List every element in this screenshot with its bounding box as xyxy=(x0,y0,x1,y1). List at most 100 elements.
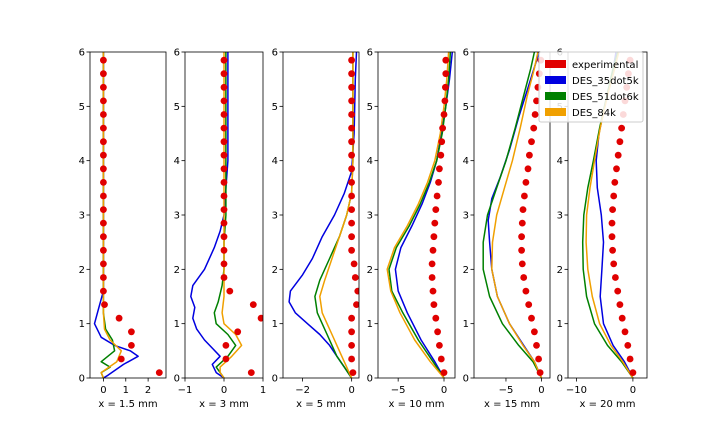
experimental-point-panel-2-9 xyxy=(220,260,228,268)
x-tick-label-panel-1: 2 xyxy=(145,385,151,396)
series-line-des-84k-panel-5 xyxy=(491,52,543,378)
y-tick-label-panel-3: 6 xyxy=(272,48,278,59)
experimental-point-panel-1-19 xyxy=(100,124,107,132)
experimental-point-panel-1-20 xyxy=(100,111,107,118)
experimental-point-panel-3-22 xyxy=(348,83,355,91)
experimental-point-panel-6-16 xyxy=(613,165,620,173)
y-tick-label-panel-5: 1 xyxy=(463,319,469,330)
experimental-point-panel-1-7 xyxy=(100,287,107,295)
experimental-point-panel-5-9 xyxy=(518,260,526,268)
experimental-point-panel-1-8 xyxy=(100,274,107,281)
experimental-point-panel-5-14 xyxy=(521,192,528,200)
experimental-point-panel-3-8 xyxy=(351,274,359,281)
experimental-point-panel-2-1 xyxy=(247,369,255,376)
experimental-point-panel-6-7 xyxy=(614,287,622,295)
experimental-point-panel-4-20 xyxy=(440,111,448,118)
experimental-point-panel-2-19 xyxy=(220,124,228,132)
panel-plot-area-2 xyxy=(190,52,263,378)
experimental-point-panel-1-21 xyxy=(100,97,107,105)
series-line-des-51dot6k-panel-5 xyxy=(482,52,543,378)
x-tick-label-panel-2: 0 xyxy=(221,385,227,396)
experimental-point-panel-5-20 xyxy=(531,111,539,118)
legend-label-des-51dot6k: DES_51dot6k xyxy=(572,92,639,103)
experimental-point-panel-4-6 xyxy=(430,301,438,308)
experimental-point-panel-3-6 xyxy=(353,301,359,308)
y-tick-label-panel-5: 5 xyxy=(463,102,469,113)
x-axis-label-panel-6: x = 20 mm xyxy=(579,399,635,410)
experimental-point-panel-5-5 xyxy=(528,314,535,322)
experimental-point-panel-3-19 xyxy=(348,124,355,132)
x-tick-label-panel-4: −5 xyxy=(391,385,406,396)
x-axis-label-panel-2: x = 3 mm xyxy=(199,399,249,410)
y-tick-label-panel-6: 1 xyxy=(557,319,563,330)
experimental-point-panel-6-12 xyxy=(608,219,616,227)
y-tick-label-panel-6: 0 xyxy=(557,374,563,385)
y-tick-label-panel-2: 3 xyxy=(174,211,180,222)
x-tick-label-panel-6: −10 xyxy=(566,385,587,396)
experimental-point-panel-6-6 xyxy=(616,301,624,308)
series-line-des-84k-panel-3 xyxy=(319,52,354,378)
experimental-point-panel-2-24 xyxy=(220,56,228,64)
experimental-point-panel-3-4 xyxy=(348,328,355,336)
experimental-point-panel-2-8 xyxy=(220,274,228,281)
experimental-point-panel-6-17 xyxy=(614,151,622,159)
experimental-point-panel-4-21 xyxy=(441,97,449,105)
panel-4: 0 1 2 3 4 5 6 −5 0 x = 10 mm xyxy=(367,48,456,410)
experimental-point-panel-3-20 xyxy=(348,111,355,118)
y-tick-label-panel-6: 3 xyxy=(557,211,563,222)
experimental-point-panel-2-22 xyxy=(220,83,228,91)
x-tick-label-panel-2: 1 xyxy=(260,385,266,396)
experimental-point-panel-1-3 xyxy=(127,342,135,349)
experimental-point-panel-5-17 xyxy=(526,151,533,159)
experimental-point-panel-6-8 xyxy=(612,274,619,281)
legend-swatch-des-35dot5k xyxy=(545,76,566,84)
y-tick-label-panel-6: 2 xyxy=(557,265,563,276)
experimental-point-panel-4-11 xyxy=(430,233,438,241)
experimental-point-panel-3-5 xyxy=(348,314,355,322)
experimental-point-panel-1-2 xyxy=(117,355,125,363)
experimental-point-panel-1-23 xyxy=(100,70,107,78)
experimental-point-panel-2-21 xyxy=(220,97,228,105)
experimental-point-panel-2-3 xyxy=(222,342,230,349)
legend-label-des-35dot5k: DES_35dot5k xyxy=(572,76,639,87)
experimental-point-panel-3-21 xyxy=(348,97,355,105)
y-tick-label-panel-3: 5 xyxy=(272,102,278,113)
y-tick-label-panel-2: 4 xyxy=(174,156,180,167)
experimental-point-panel-1-17 xyxy=(100,151,107,159)
experimental-point-panel-3-1 xyxy=(349,369,357,376)
experimental-point-panel-5-15 xyxy=(522,179,530,186)
x-tick-label-panel-3: −2 xyxy=(295,385,310,396)
legend-swatch-experimental xyxy=(545,60,566,68)
experimental-point-panel-2-20 xyxy=(220,111,228,118)
y-tick-label-panel-2: 2 xyxy=(174,265,180,276)
experimental-point-panel-2-14 xyxy=(220,192,228,200)
experimental-point-panel-5-16 xyxy=(524,165,532,173)
experimental-point-panel-5-7 xyxy=(522,287,530,295)
experimental-point-panel-2-23 xyxy=(220,70,228,78)
experimental-point-panel-2-18 xyxy=(220,138,228,146)
panel-plot-area-1 xyxy=(93,52,163,378)
experimental-point-panel-1-10 xyxy=(100,246,107,254)
y-tick-label-panel-3: 3 xyxy=(272,211,278,222)
y-tick-label-panel-1: 5 xyxy=(79,102,85,113)
y-tick-label-panel-5: 0 xyxy=(463,374,469,385)
experimental-point-panel-1-14 xyxy=(100,192,107,200)
experimental-point-panel-4-22 xyxy=(442,83,449,91)
experimental-point-panel-4-7 xyxy=(429,287,437,295)
y-tick-label-panel-4: 6 xyxy=(367,48,373,59)
x-tick-label-panel-1: 1 xyxy=(123,385,129,396)
legend-frame xyxy=(538,51,644,123)
experimental-point-panel-3-13 xyxy=(348,206,355,214)
experimental-point-panel-4-9 xyxy=(428,260,436,268)
experimental-point-panel-5-19 xyxy=(530,124,538,132)
experimental-point-panel-2-7 xyxy=(226,287,234,295)
experimental-point-panel-6-19 xyxy=(618,124,625,132)
experimental-point-panel-6-4 xyxy=(621,328,629,336)
experimental-point-panel-4-5 xyxy=(432,314,440,322)
experimental-point-panel-4-4 xyxy=(434,328,441,336)
experimental-point-panel-3-11 xyxy=(348,233,355,241)
experimental-point-panel-3-10 xyxy=(348,246,355,254)
y-tick-label-panel-5: 3 xyxy=(463,211,469,222)
legend-swatch-des-51dot6k xyxy=(545,92,566,100)
